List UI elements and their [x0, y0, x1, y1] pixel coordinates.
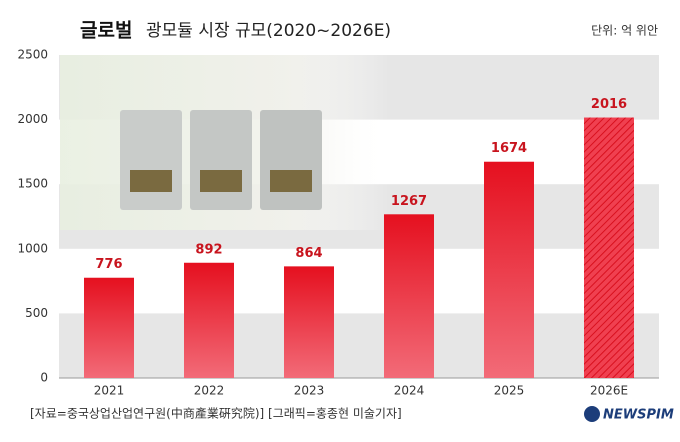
bar [584, 117, 634, 378]
bar [484, 161, 534, 378]
x-tick-label: 2021 [94, 384, 125, 398]
value-label: 892 [195, 242, 222, 257]
grid-band [59, 313, 659, 378]
brand: NEWSPIM [603, 408, 674, 423]
source-note: [자료=중국상업산업연구원(中商產業硏究院)] [그래픽=홍종현 미술기자] [30, 406, 402, 421]
bar [184, 262, 234, 378]
bar [284, 266, 334, 378]
x-tick-label: 2026E [590, 384, 628, 398]
y-tick-label: 2500 [17, 48, 48, 62]
y-tick-label: 1500 [17, 177, 48, 191]
y-tick-label: 0 [40, 371, 48, 385]
bar [84, 277, 134, 378]
value-label: 864 [295, 246, 322, 261]
y-tick-label: 1000 [17, 241, 48, 255]
photo-decoration [60, 55, 390, 230]
value-label: 1267 [391, 194, 427, 209]
bar [384, 214, 434, 378]
value-label: 2016 [591, 97, 627, 112]
unit-label: 단위: 억 위안 [591, 24, 658, 38]
value-label: 776 [95, 257, 122, 272]
x-tick-label: 2023 [294, 384, 325, 398]
x-tick-label: 2024 [394, 384, 425, 398]
x-tick-label: 2025 [494, 384, 525, 398]
x-tick-label: 2022 [194, 384, 225, 398]
y-tick-label: 2000 [17, 112, 48, 126]
chart-title-prefix: 글로벌 [80, 20, 132, 42]
brand-icon [584, 406, 600, 422]
y-tick-label: 500 [25, 306, 48, 320]
value-label: 1674 [491, 141, 527, 156]
chart-title: 광모듈 시장 규모(2020~2026E) [146, 21, 391, 41]
